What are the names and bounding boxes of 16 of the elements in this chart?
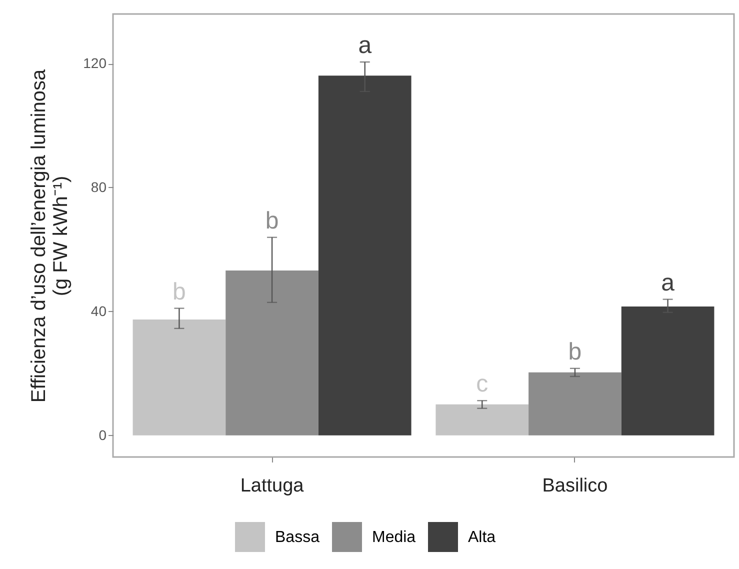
x-tick-label: Basilico — [542, 476, 608, 496]
y-tick-label: 40 — [90, 302, 107, 319]
y-tick-label: 80 — [90, 178, 107, 195]
y-axis-title: Efficienza d’uso dell’energia luminosa (g FW kWh⁻¹) — [28, 68, 72, 403]
data-label: b — [265, 207, 279, 234]
data-label: b — [568, 338, 582, 366]
data-label: a — [358, 32, 372, 60]
y-tick-label: 120 — [83, 55, 107, 72]
x-tick-label: Lattuga — [240, 476, 304, 496]
legend-label: Media — [372, 529, 416, 546]
data-label: b — [172, 278, 186, 306]
legend-label: Alta — [468, 529, 496, 546]
data-label: c — [476, 370, 488, 398]
y-tick-label: 0 — [98, 426, 107, 443]
legend-label: Bassa — [275, 529, 320, 546]
data-label: a — [661, 269, 676, 296]
